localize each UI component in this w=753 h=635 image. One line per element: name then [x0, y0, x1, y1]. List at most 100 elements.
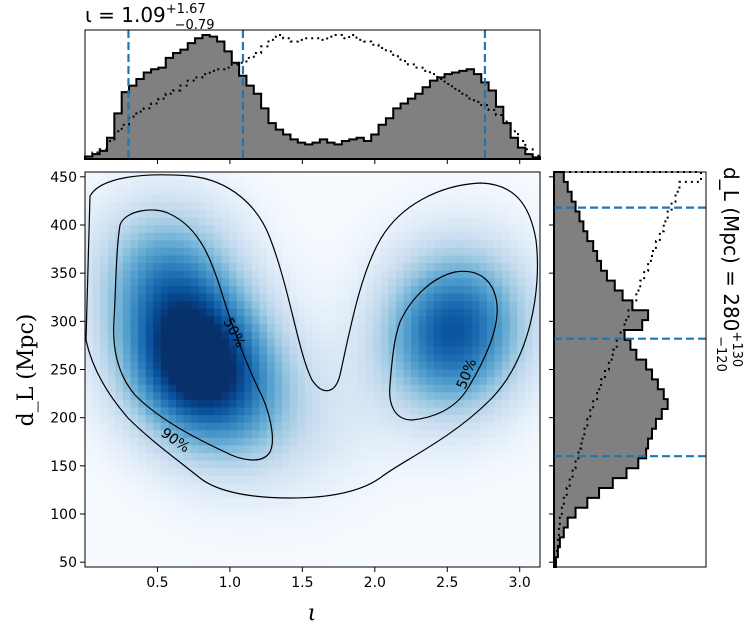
heatmap-cell: [471, 407, 480, 416]
heatmap-cell: [312, 316, 321, 325]
heatmap-cell: [365, 407, 374, 416]
heatmap-cell: [320, 346, 329, 355]
heatmap-cell: [176, 460, 185, 469]
heatmap-cell: [229, 536, 238, 545]
heatmap-cell: [274, 217, 283, 226]
heatmap-cell: [524, 513, 534, 523]
heatmap-cell: [350, 194, 359, 203]
heatmap-cell: [418, 187, 427, 196]
heatmap-cell: [320, 323, 329, 333]
heatmap-cell: [380, 498, 389, 507]
heatmap-cell: [160, 247, 170, 257]
heatmap-cell: [229, 506, 238, 515]
heatmap-cell: [153, 559, 162, 568]
heatmap-cell: [251, 225, 261, 234]
heatmap-cell: [479, 232, 488, 241]
heatmap-cell: [342, 460, 352, 469]
heatmap-cell: [176, 301, 185, 310]
heatmap-cell: [418, 506, 427, 515]
heatmap-cell: [517, 232, 526, 241]
heatmap-cell: [532, 422, 541, 431]
heatmap-cell: [502, 278, 511, 287]
heatmap-cell: [342, 529, 352, 538]
heatmap-cell: [380, 399, 389, 409]
heatmap-cell: [327, 172, 336, 181]
heatmap-cell: [122, 437, 132, 447]
heatmap-cell: [100, 339, 109, 348]
heatmap-cell: [198, 551, 207, 561]
heatmap-cell: [107, 225, 116, 234]
heatmap-cell: [365, 551, 374, 561]
heatmap-cell: [486, 172, 496, 181]
heatmap-cell: [494, 521, 503, 530]
heatmap-cell: [441, 453, 450, 462]
heatmap-cell: [388, 415, 397, 424]
heatmap-cell: [153, 232, 162, 241]
heatmap-cell: [153, 468, 162, 477]
heatmap-cell: [85, 361, 94, 371]
heatmap-cell: [395, 453, 405, 462]
heatmap-cell: [532, 316, 541, 325]
heatmap-cell: [426, 232, 435, 241]
heatmap-cell: [236, 551, 245, 561]
heatmap-cell: [107, 361, 116, 371]
heatmap-cell: [456, 339, 465, 348]
heatmap-cell: [236, 536, 245, 545]
heatmap-cell: [160, 339, 170, 348]
heatmap-cell: [289, 475, 298, 485]
heatmap-cell: [130, 399, 139, 409]
heatmap-cell: [153, 506, 162, 515]
heatmap-cell: [297, 559, 306, 568]
heatmap-cell: [85, 521, 94, 530]
heatmap-cell: [403, 445, 412, 454]
heatmap-cell: [449, 491, 458, 500]
heatmap-cell: [282, 460, 291, 469]
heatmap-cell: [380, 308, 389, 317]
heatmap-cell: [471, 240, 480, 249]
heatmap-cell: [206, 232, 215, 241]
heatmap-cell: [350, 270, 359, 279]
heatmap-cell: [411, 407, 420, 416]
heatmap-cell: [282, 430, 291, 439]
heatmap-cell: [206, 399, 215, 409]
heatmap-cell: [236, 293, 245, 302]
heatmap-cell: [168, 301, 177, 310]
heatmap-cell: [365, 202, 374, 211]
heatmap-cell: [342, 551, 352, 561]
heatmap-cell: [92, 498, 101, 507]
heatmap-cell: [176, 491, 185, 500]
heatmap-cell: [191, 217, 200, 226]
heatmap-cell: [312, 323, 321, 333]
heatmap-cell: [198, 513, 207, 523]
heatmap-cell: [464, 308, 473, 317]
heatmap-cell: [198, 316, 207, 325]
heatmap-cell: [441, 225, 450, 234]
heatmap-cell: [479, 460, 488, 469]
heatmap-cell: [327, 399, 336, 409]
heatmap-cell: [145, 172, 154, 181]
heatmap-cell: [236, 240, 245, 249]
heatmap-cell: [100, 354, 109, 363]
heatmap-cell: [297, 392, 306, 401]
heatmap-cell: [191, 346, 200, 355]
heatmap-cell: [85, 468, 94, 477]
heatmap-cell: [122, 415, 132, 424]
heatmap-cell: [380, 263, 389, 272]
heatmap-cell: [176, 536, 185, 545]
heatmap-cell: [441, 536, 450, 545]
heatmap-cell: [312, 491, 321, 500]
heatmap-cell: [206, 384, 215, 393]
heatmap-cell: [373, 217, 382, 226]
heatmap-cell: [342, 392, 352, 401]
heatmap-cell: [153, 377, 162, 386]
heatmap-cell: [176, 453, 185, 462]
heatmap-cell: [198, 407, 207, 416]
heatmap-cell: [456, 468, 465, 477]
heatmap-cell: [267, 172, 276, 181]
heatmap-cell: [471, 453, 480, 462]
heatmap-cell: [411, 521, 420, 530]
heatmap-cell: [251, 339, 261, 348]
heatmap-cell: [183, 179, 192, 188]
